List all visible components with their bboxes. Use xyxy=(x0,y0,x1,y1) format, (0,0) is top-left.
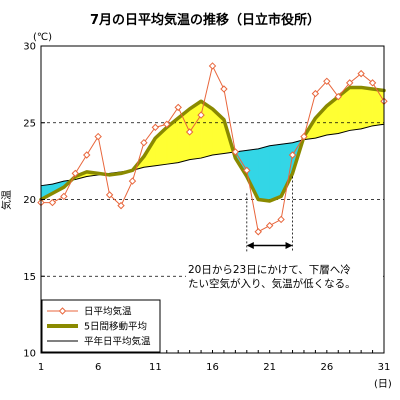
daily-point-day-14 xyxy=(185,128,194,136)
anomaly-fill-segment xyxy=(269,143,282,202)
daily-point-day-9 xyxy=(128,177,137,185)
daily-point-day-4 xyxy=(71,169,80,178)
x-unit-label: (日) xyxy=(374,379,392,390)
daily-point-day-12 xyxy=(163,120,171,128)
legend: 日平均気温 5日間移動平均 平年日平均気温 xyxy=(41,299,161,353)
annotation-text-line-1: 20日から23日にかけて、下層へ冷 xyxy=(188,263,351,276)
y-tick-label-30: 30 xyxy=(23,42,36,53)
x-tick-label-11: 11 xyxy=(149,362,162,373)
x-tick-label-26: 26 xyxy=(320,362,333,373)
daily-point-day-30 xyxy=(368,79,377,87)
legend-label-normal: 平年日平均気温 xyxy=(84,336,151,348)
daily-point-day-22 xyxy=(277,215,285,224)
daily-point-day-28 xyxy=(345,79,354,87)
daily-point-day-17 xyxy=(220,85,228,93)
annotation-arrow-right xyxy=(285,242,293,250)
daily-point-day-24 xyxy=(300,132,308,141)
moving-average-polyline xyxy=(39,85,386,203)
x-tick-label-21: 21 xyxy=(263,362,276,373)
x-tick-label-6: 6 xyxy=(95,362,101,373)
daily-point-day-20 xyxy=(254,228,262,236)
daily-point-day-29 xyxy=(357,69,365,78)
daily-point-day-7 xyxy=(105,191,114,199)
legend-label-daily: 日平均気温 xyxy=(84,306,132,318)
daily-point-day-13 xyxy=(174,103,182,112)
y-tick-label-25: 25 xyxy=(23,118,36,129)
anomaly-fill-segment xyxy=(349,87,362,131)
annotation-text-background xyxy=(186,260,382,294)
daily-point-day-15 xyxy=(197,111,205,119)
legend-label-moving-average: 5日間移動平均 xyxy=(84,321,147,333)
annotation-arrow-left xyxy=(246,242,254,250)
moving-average-line xyxy=(39,85,386,203)
anomaly-fill-segment xyxy=(372,88,385,127)
daily-point-day-25 xyxy=(311,89,320,98)
y-tick-label-20: 20 xyxy=(23,195,36,206)
legend-swatch-daily-marker xyxy=(58,307,67,315)
daily-point-day-19 xyxy=(243,166,251,175)
y-axis-label: 気温 xyxy=(0,190,13,210)
daily-point-day-11 xyxy=(151,123,160,132)
daily-point-day-3 xyxy=(60,192,68,201)
x-tick-label-1: 1 xyxy=(38,362,44,373)
y-tick-label-10: 10 xyxy=(23,349,36,360)
daily-point-day-21 xyxy=(265,221,274,230)
chart-title: 7月の日平均気温の推移（日立市役所） xyxy=(90,12,320,28)
daily-point-day-27 xyxy=(334,92,342,101)
anomaly-fills xyxy=(40,86,385,202)
daily-point-day-23 xyxy=(288,151,297,159)
daily-point-day-10 xyxy=(140,138,148,147)
anomaly-fill-segment xyxy=(257,145,270,202)
annotation-text-line-2: たい空気が入り、気温が低くなる。 xyxy=(188,277,356,290)
y-unit-label: (℃) xyxy=(33,32,52,43)
daily-point-day-5 xyxy=(83,151,91,159)
y-tick-label-15: 15 xyxy=(23,272,36,283)
daily-point-day-8 xyxy=(117,201,125,210)
daily-point-day-16 xyxy=(208,62,217,70)
daily-point-day-18 xyxy=(231,148,240,156)
daily-point-day-6 xyxy=(94,132,102,141)
daily-point-day-2 xyxy=(48,198,57,207)
daily-point-day-26 xyxy=(323,77,331,86)
x-tick-label-31: 31 xyxy=(378,362,391,373)
x-tick-label-16: 16 xyxy=(206,362,219,373)
